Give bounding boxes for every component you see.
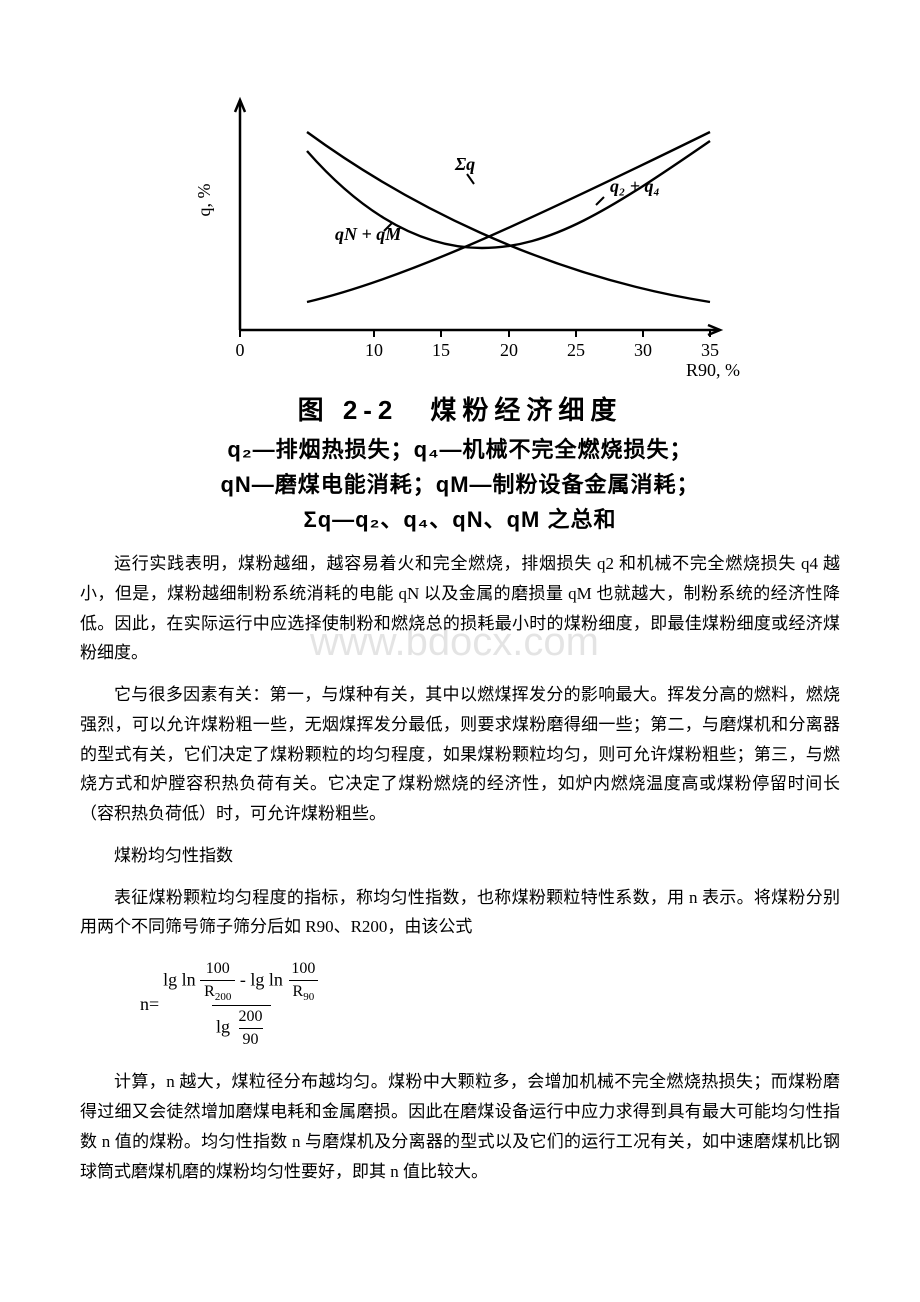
caption-line-1: q₂—排烟热损失；q₄—机械不完全燃烧损失； — [80, 432, 840, 467]
xtick-25: 25 — [567, 340, 585, 360]
formula-R200: R — [204, 983, 215, 1000]
caption-line-2: qN—磨煤电能消耗；qM—制粉设备金属消耗； — [80, 467, 840, 502]
paragraph-2: 它与很多因素有关：第一，与煤种有关，其中以燃煤挥发分的影响最大。挥发分高的燃料，… — [80, 680, 840, 829]
formula-90: 90 — [239, 1028, 263, 1049]
formula-R90: R — [293, 983, 304, 1000]
formula-n: n= lg ln 100 R200 - lg ln 100 R90 — [140, 960, 840, 1049]
label-q2q4: q₂ + q₄ — [610, 176, 660, 196]
formula-100-1: 100 — [202, 960, 234, 980]
x-axis-label: R90, % — [686, 360, 740, 380]
label-sum-q: Σq — [454, 154, 475, 174]
caption-line-3: Σq—q₂、q₄、qN、qM 之总和 — [80, 502, 840, 537]
formula-R200-sub: 200 — [215, 991, 232, 1003]
formula-lhs: n= — [140, 994, 159, 1015]
page: www.bdocx.com 0 10 1 — [80, 80, 840, 1186]
formula-frac-den: 200 90 — [235, 1008, 267, 1049]
paragraph-1: 运行实践表明，煤粉越细，越容易着火和完全燃烧，排烟损失 q2 和机械不完全燃烧损… — [80, 549, 840, 668]
xtick-10: 10 — [365, 340, 383, 360]
economic-fineness-chart: 0 10 15 20 25 30 35 R90, % q, % Σq q₂ + … — [180, 80, 740, 380]
y-axis-label: q, % — [194, 184, 214, 217]
chart-container: 0 10 15 20 25 30 35 R90, % q, % Σq q₂ + … — [180, 80, 740, 380]
formula-minus: - — [240, 970, 251, 990]
curve-qn-qm — [307, 132, 710, 302]
xtick-20: 20 — [500, 340, 518, 360]
formula-frac-1: 100 R200 — [200, 960, 235, 1003]
label-qnqm: qN + qM — [335, 224, 402, 244]
caption-title: 图 2-2 煤粉经济细度 — [80, 390, 840, 432]
formula-lgln-1: lg ln — [163, 970, 196, 990]
paragraph-4: 计算，n 越大，煤粒径分布越均匀。煤粉中大颗粒多，会增加机械不完全燃烧热损失；而… — [80, 1067, 840, 1186]
formula-main-fraction: lg ln 100 R200 - lg ln 100 R90 lg 2 — [159, 960, 323, 1049]
subheading-uniformity: 煤粉均匀性指数 — [80, 841, 840, 871]
formula-lg: lg — [216, 1017, 230, 1037]
paragraph-3: 表征煤粉颗粒均匀程度的指标，称均匀性指数，也称煤粉颗粒特性系数，用 n 表示。将… — [80, 883, 840, 943]
xtick-15: 15 — [432, 340, 450, 360]
xtick-35: 35 — [701, 340, 719, 360]
formula-200: 200 — [235, 1008, 267, 1028]
formula-frac-2: 100 R90 — [287, 960, 319, 1003]
formula-100-2: 100 — [287, 960, 319, 980]
formula-R90-sub: 90 — [303, 991, 314, 1003]
formula-lgln-2: lg ln — [250, 970, 283, 990]
xtick-0: 0 — [236, 340, 245, 360]
curve-q2-q4 — [307, 132, 710, 302]
figure-caption: 图 2-2 煤粉经济细度 q₂—排烟热损失；q₄—机械不完全燃烧损失； qN—磨… — [80, 390, 840, 537]
xtick-30: 30 — [634, 340, 652, 360]
